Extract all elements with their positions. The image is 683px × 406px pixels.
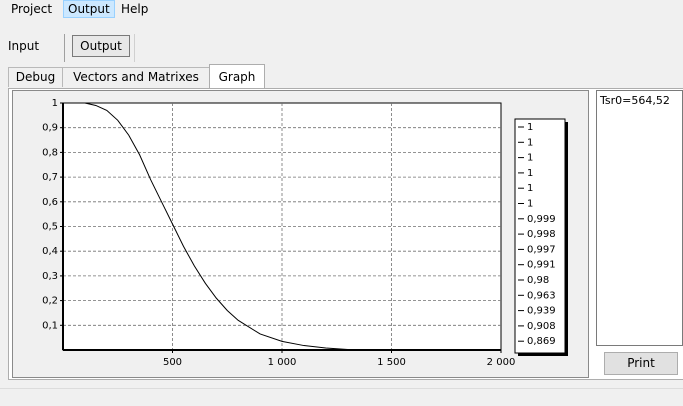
- x-tick-label: 500: [163, 357, 182, 368]
- output-button[interactable]: Output: [72, 35, 130, 57]
- tab-vectors-and-matrixes[interactable]: Vectors and Matrixes: [62, 67, 210, 87]
- legend-entry: 0,999: [527, 214, 556, 225]
- y-tick-label: 0,7: [42, 172, 58, 183]
- plot-frame: 0,1 0,2 0,3 0,4 0,5 0,6 0,7 0,8 0,9 1 500 1 000 1 50…: [12, 90, 589, 378]
- y-tick-label: 0,3: [42, 271, 58, 282]
- legend-entry: 0,997: [527, 244, 556, 255]
- toolbar-separator: [64, 34, 65, 62]
- series-line: [84, 102, 353, 351]
- x-tick-label: 2 000: [487, 357, 516, 368]
- y-tick-label: 0,1: [42, 320, 58, 331]
- legend-entry: 0,98: [527, 275, 549, 286]
- y-tick-label: 0,4: [42, 246, 58, 257]
- legend-entry: 0,963: [527, 290, 556, 301]
- y-tick-label: 0,2: [42, 296, 58, 307]
- legend-entry: 0,939: [527, 306, 556, 317]
- toolbar-separator-2: [134, 34, 135, 62]
- menu-help[interactable]: Help: [121, 2, 149, 16]
- tab-graph[interactable]: Graph: [209, 64, 265, 88]
- view-toolbar: Input Output: [0, 18, 683, 62]
- legend-entry: 1: [527, 137, 533, 148]
- status-bar: [0, 388, 683, 406]
- y-tick-label: 1: [52, 98, 58, 109]
- y-tick-label: 0,6: [42, 197, 58, 208]
- legend-entry: 1: [527, 153, 533, 164]
- menu-project[interactable]: Project: [11, 2, 53, 16]
- output-text-box[interactable]: Tsr0=564,52: [596, 90, 683, 346]
- legend-entry: 1: [527, 168, 533, 179]
- x-tick-label: 1 000: [268, 357, 297, 368]
- line-chart: 0,1 0,2 0,3 0,4 0,5 0,6 0,7 0,8 0,9 1 500 1 000 1 50…: [42, 98, 568, 368]
- menu-bar: Project Output Help: [0, 0, 683, 18]
- legend-entry: 0,991: [527, 260, 556, 271]
- legend-entry: 0,908: [527, 321, 556, 332]
- legend-entry: 1: [527, 122, 533, 133]
- input-button[interactable]: Input: [8, 39, 40, 53]
- legend-entry: 1: [527, 199, 533, 210]
- legend-entry: 0,998: [527, 229, 556, 240]
- y-tick-label: 0,8: [42, 147, 58, 158]
- x-tick-label: 1 500: [377, 357, 406, 368]
- y-tick-label: 0,5: [42, 222, 58, 233]
- print-button[interactable]: Print: [604, 352, 678, 375]
- tab-debug[interactable]: Debug: [8, 67, 63, 87]
- y-tick-label: 0,9: [42, 123, 58, 134]
- legend-entry: 1: [527, 183, 533, 194]
- menu-output[interactable]: Output: [63, 0, 115, 18]
- legend-entry: 0,869: [527, 336, 556, 347]
